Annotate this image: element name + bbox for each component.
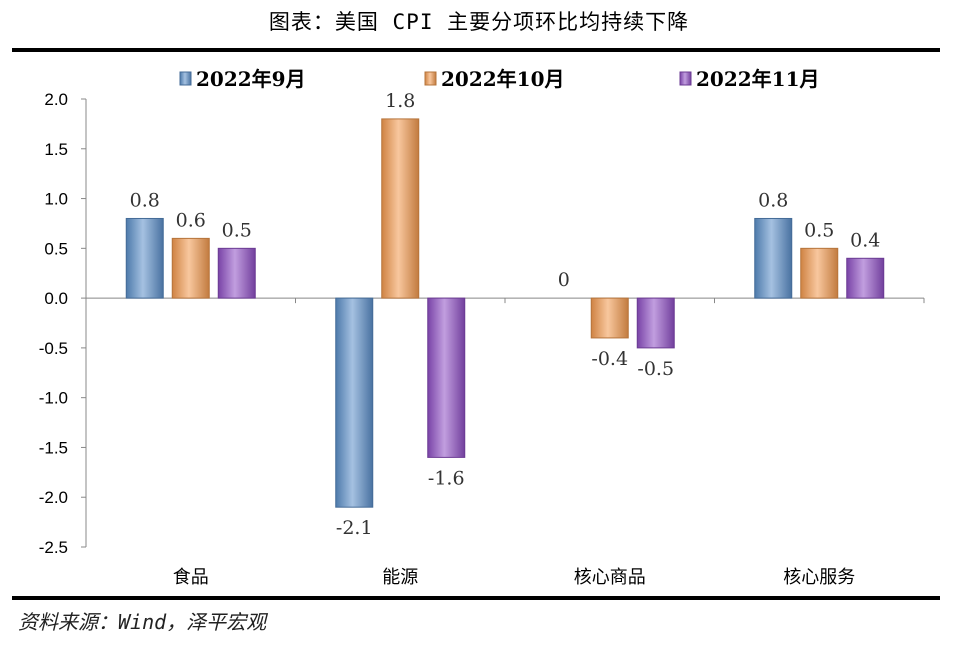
bar [754,217,793,299]
legend-label: 2022年9月 [196,67,306,91]
data-label: 0.8 [758,189,788,211]
y-tick-label: -1.5 [39,438,68,457]
bars [125,118,885,508]
y-tick-label: -0.5 [39,339,68,358]
data-labels: 0.8 -2.1 0 0.8 0.6 1.8 -0.4 0.5 0.5 -1.6 -0.5 0.4 [130,90,881,539]
data-label: 0 [558,269,570,291]
bar [800,247,839,299]
legend-swatch [424,71,437,86]
y-tick-label: -2.0 [39,488,68,507]
data-label: -2.1 [336,517,373,539]
y-tick-label: 2.0 [44,90,68,109]
x-category-label: 核心服务 [783,567,855,588]
top-rule [12,48,940,52]
bar [427,297,466,458]
bar [636,297,675,349]
data-label: 0.5 [804,219,834,241]
x-category-label: 核心商品 [574,567,646,588]
data-label: 0.6 [176,209,206,231]
y-tick-label: 0.0 [44,289,68,308]
data-label: -0.5 [637,358,674,380]
data-label: -1.6 [428,467,465,489]
data-label: 0.5 [222,219,252,241]
bar [335,297,374,508]
bar [217,247,256,299]
y-tick-label: -1.0 [39,389,68,408]
legend: 2022年9月 2022年10月 2022年11月 [179,67,820,91]
source-note: 资料来源：Wind，泽平宏观 [18,610,267,634]
bar [125,217,164,299]
legend-swatch [679,71,692,86]
legend-label: 2022年11月 [696,67,820,91]
y-tick-label: -2.5 [39,538,68,557]
legend-swatch [179,71,192,86]
legend-label: 2022年10月 [441,67,565,91]
data-label: 0.4 [850,229,880,251]
bar [381,118,420,299]
bar [171,237,210,299]
chart-title: 图表：美国 CPI 主要分项环比均持续下降 [268,10,690,34]
data-label: 1.8 [385,90,415,112]
data-label: 0.8 [130,189,160,211]
y-tick-label: 1.5 [44,140,68,159]
x-category-label: 能源 [382,567,418,588]
bottom-rule [12,596,940,600]
bar [590,297,629,339]
data-label: -0.4 [591,348,628,370]
y-tick-label: 1.0 [44,190,68,209]
axes: 2.0 1.5 1.0 0.5 0.0 -0.5 -1.0 -1.5 -2.0 -2.5 食品 能源 核… [39,90,925,588]
y-tick-label: 0.5 [44,239,68,258]
bar [846,257,885,299]
x-category-label: 食品 [173,567,209,588]
